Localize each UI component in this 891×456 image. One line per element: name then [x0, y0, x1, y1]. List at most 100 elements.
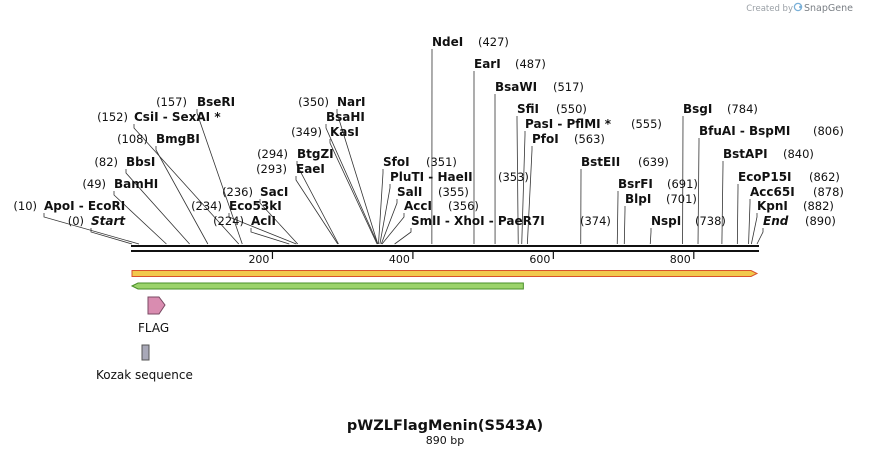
restriction-site-name[interactable]: EaeI	[296, 162, 325, 176]
restriction-site-name[interactable]: SmlI - XhoI - PaeR7I	[411, 214, 545, 228]
restriction-site-name[interactable]: PluTI - HaeII	[390, 170, 473, 184]
restriction-site-name[interactable]: EarI	[474, 57, 501, 71]
restriction-site-position: (550)	[556, 102, 587, 116]
restriction-site-position: (701)	[666, 192, 697, 206]
site-leader-line	[750, 213, 758, 245]
flag-feature-icon[interactable]	[147, 296, 166, 315]
restriction-site-name[interactable]: Eco53kI	[229, 199, 282, 213]
site-leader-line	[623, 206, 626, 245]
restriction-site-position: (293)	[256, 162, 287, 176]
restriction-site-name[interactable]: AccI	[404, 199, 432, 213]
restriction-site-name[interactable]: BsaHI	[326, 110, 365, 124]
restriction-site-position: (10)	[13, 199, 37, 213]
kozak-feature-label: Kozak sequence	[96, 368, 193, 382]
site-leader-line	[250, 228, 290, 245]
site-leader-line	[43, 213, 140, 245]
restriction-site-position: (563)	[574, 132, 605, 146]
restriction-site-name[interactable]: Acc65I	[750, 185, 795, 199]
restriction-site-name[interactable]: EcoP15I	[738, 170, 792, 184]
restriction-site-name[interactable]: NarI	[337, 95, 366, 109]
restriction-site-name[interactable]: SfiI	[517, 102, 539, 116]
site-leader-line	[526, 146, 533, 245]
flag-feature-label: FLAG	[138, 321, 169, 335]
restriction-site-name[interactable]: Start	[91, 214, 126, 228]
restriction-site-position: (738)	[695, 214, 726, 228]
kozak-feature-icon[interactable]	[141, 344, 150, 361]
restriction-site-position: (236)	[222, 185, 253, 199]
site-leader-line	[381, 213, 405, 245]
restriction-site-name[interactable]: BfuAI - BspMI	[699, 124, 790, 138]
restriction-site-name[interactable]: BlpI	[625, 192, 651, 206]
site-leader-line	[748, 199, 751, 245]
restriction-site-position: (294)	[257, 147, 288, 161]
restriction-site-name[interactable]: BsaWI	[495, 80, 537, 94]
restriction-site-position: (862)	[809, 170, 840, 184]
restriction-site-position: (355)	[438, 185, 469, 199]
restriction-site-position: (890)	[805, 214, 836, 228]
restriction-site-position: (840)	[783, 147, 814, 161]
restriction-site-name[interactable]: KpnI	[757, 199, 788, 213]
restriction-site-name[interactable]: BstEII	[581, 155, 620, 169]
restriction-site-name[interactable]: ApoI - EcoRI	[44, 199, 125, 213]
restriction-site-name[interactable]: BmgBI	[156, 132, 200, 146]
restriction-site-position: (157)	[156, 95, 187, 109]
site-leader-line	[296, 161, 339, 245]
restriction-site-position: (427)	[478, 35, 509, 49]
restriction-site-position: (806)	[813, 124, 844, 138]
site-leader-line	[697, 138, 700, 245]
site-leader-line	[394, 228, 412, 245]
ruler-tick-label: 200	[248, 253, 269, 266]
site-leader-line	[113, 191, 167, 245]
restriction-site-name[interactable]: BsrFI	[618, 177, 653, 191]
site-leader-line	[756, 228, 764, 245]
ruler-ticks: 200 400 600 800	[248, 252, 695, 266]
site-leader-line	[379, 184, 391, 245]
restriction-site-name[interactable]: KasI	[330, 125, 359, 139]
restriction-site-name[interactable]: BseRI	[197, 95, 235, 109]
restriction-site-name[interactable]: SacI	[260, 185, 288, 199]
orf-reverse-arrow[interactable]	[130, 282, 524, 290]
restriction-site-position: (108)	[117, 132, 148, 146]
restriction-site-name[interactable]: PasI - PflMI *	[525, 117, 612, 131]
restriction-site-name[interactable]: NdeI	[432, 35, 463, 49]
site-leader-line	[721, 161, 724, 245]
restriction-site-name[interactable]: CsiI - SexAI *	[134, 110, 221, 124]
restriction-site-position: (234)	[191, 199, 222, 213]
site-leader-line	[378, 169, 384, 245]
sequence-backbone	[131, 245, 759, 252]
restriction-site-name[interactable]: BamHI	[114, 177, 158, 191]
restriction-site-name[interactable]: BtgZI	[297, 147, 334, 161]
restriction-site-position: (350)	[298, 95, 329, 109]
site-leader-line	[259, 199, 299, 245]
watermark-created-by: Created by	[746, 4, 793, 14]
ruler-tick-label: 400	[389, 253, 410, 266]
restriction-site-name[interactable]: SalI	[397, 185, 422, 199]
restriction-site-position: (882)	[803, 199, 834, 213]
site-leader-line	[133, 124, 240, 245]
map-length: 890 bp	[426, 434, 464, 447]
restriction-site-name[interactable]: BbsI	[126, 155, 155, 169]
site-leader-line	[228, 213, 297, 245]
restriction-site-name[interactable]: SfoI	[383, 155, 410, 169]
restriction-site-name[interactable]: BsgI	[683, 102, 712, 116]
restriction-site-position: (353)	[498, 170, 529, 184]
map-title: pWZLFlagMenin(S543A)	[347, 418, 543, 434]
restriction-site-name[interactable]: PfoI	[532, 132, 559, 146]
restriction-site-name[interactable]: End	[763, 214, 789, 228]
restriction-site-position: (691)	[667, 177, 698, 191]
restriction-site-position: (374)	[580, 214, 611, 228]
restriction-site-name[interactable]: AclI	[251, 214, 276, 228]
restriction-site-position: (82)	[94, 155, 118, 169]
restriction-site-name[interactable]: NspI	[651, 214, 681, 228]
orf-forward-arrow[interactable]	[131, 270, 759, 277]
restriction-site-position: (487)	[515, 57, 546, 71]
restriction-site-name[interactable]: BstAPI	[723, 147, 768, 161]
feature-track: FLAG Kozak sequence	[96, 270, 759, 382]
site-leader-line	[125, 169, 190, 245]
restriction-site-position: (784)	[727, 102, 758, 116]
snapgene-logo-icon	[793, 2, 803, 12]
site-leader-line	[155, 146, 209, 245]
restriction-site-position: (349)	[291, 125, 322, 139]
site-labels: NdeI (427) EarI (487) BsaWI (517) SfiI (550)Pas…	[13, 35, 844, 228]
